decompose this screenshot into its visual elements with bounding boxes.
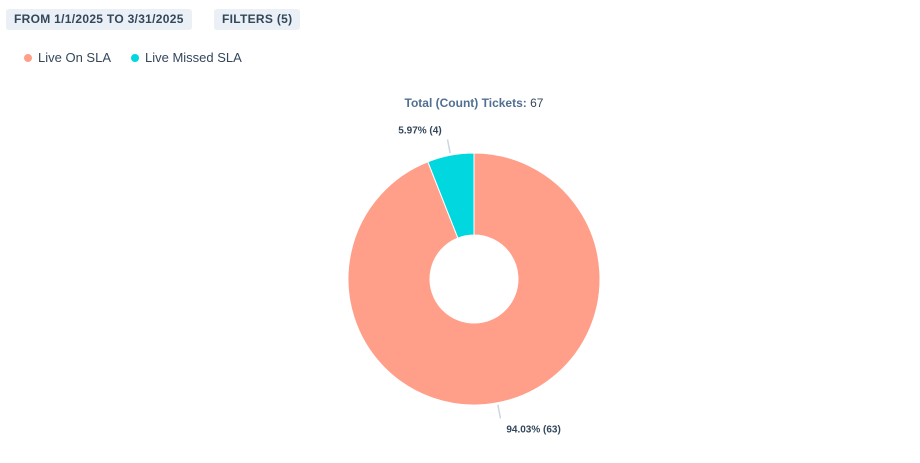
legend-item-live-on-sla[interactable]: Live On SLA [24,50,111,65]
leader-line-live-on-sla [497,404,502,419]
legend-label-live-on-sla: Live On SLA [38,50,111,65]
total-value: 67 [530,96,544,110]
leader-line-live-missed-sla [446,139,451,154]
chart-total: Total (Count) Tickets: 67 [0,96,920,110]
legend-swatch-live-missed-sla [131,53,139,62]
data-label-live-on-sla: 94.03% (63) [506,424,560,435]
date-range-filter-button[interactable]: FROM 1/1/2025 TO 3/31/2025 [6,9,192,30]
pie-slice-live-missed-sla[interactable] [427,152,475,239]
data-label-live-missed-sla: 5.97% (4) [398,126,441,137]
legend-item-live-missed-sla[interactable]: Live Missed SLA [131,50,242,65]
legend-label-live-missed-sla: Live Missed SLA [145,50,242,65]
filters-button[interactable]: FILTERS (5) [214,9,301,30]
total-label: Total (Count) Tickets: [404,96,527,110]
legend-swatch-live-on-sla [24,53,32,62]
chart-legend: Live On SLA Live Missed SLA [24,50,262,65]
pie-slice-live-on-sla[interactable] [347,152,601,406]
